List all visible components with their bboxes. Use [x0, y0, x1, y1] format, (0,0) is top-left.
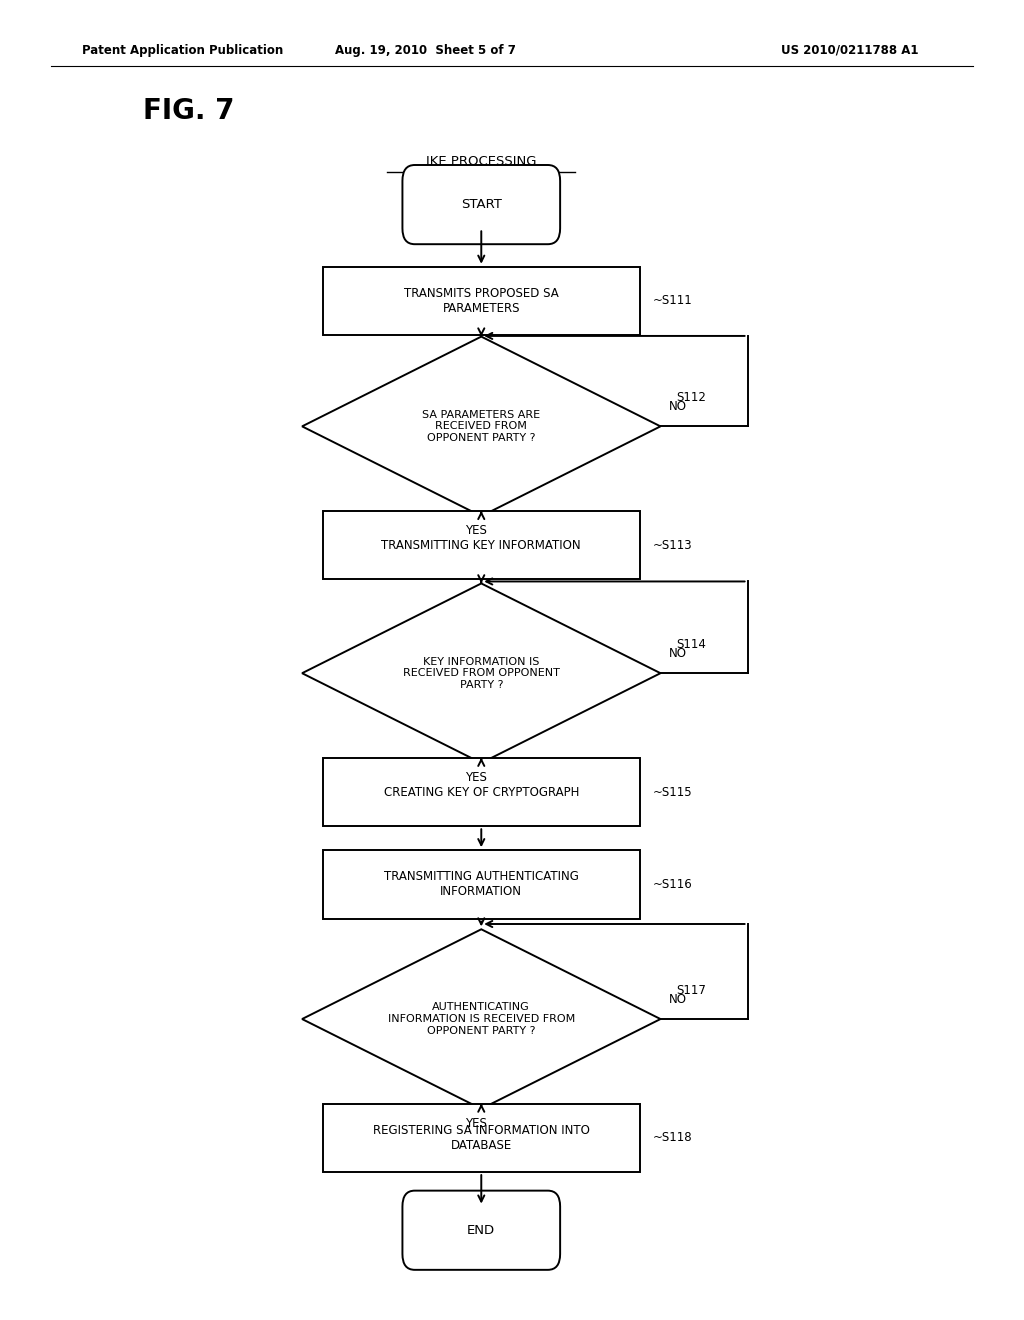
Text: TRANSMITS PROPOSED SA
PARAMETERS: TRANSMITS PROPOSED SA PARAMETERS — [403, 286, 559, 315]
Text: YES: YES — [465, 771, 487, 784]
Text: CREATING KEY OF CRYPTOGRAPH: CREATING KEY OF CRYPTOGRAPH — [384, 785, 579, 799]
Text: YES: YES — [465, 524, 487, 537]
Text: KEY INFORMATION IS
RECEIVED FROM OPPONENT
PARTY ?: KEY INFORMATION IS RECEIVED FROM OPPONEN… — [402, 656, 560, 690]
Text: ~S118: ~S118 — [652, 1131, 692, 1144]
Text: ~S113: ~S113 — [652, 539, 692, 552]
Text: YES: YES — [465, 1117, 487, 1130]
Polygon shape — [302, 337, 660, 516]
Bar — [323, 1104, 640, 1172]
Text: ~S111: ~S111 — [652, 294, 692, 308]
Text: END: END — [467, 1224, 496, 1237]
Bar — [323, 511, 640, 579]
Text: NO: NO — [669, 647, 687, 660]
Polygon shape — [302, 929, 660, 1109]
Text: ~S116: ~S116 — [652, 878, 692, 891]
Text: REGISTERING SA INFORMATION INTO
DATABASE: REGISTERING SA INFORMATION INTO DATABASE — [373, 1123, 590, 1152]
Text: US 2010/0211788 A1: US 2010/0211788 A1 — [781, 44, 919, 57]
Polygon shape — [302, 583, 660, 763]
Text: START: START — [461, 198, 502, 211]
Bar — [323, 758, 640, 826]
Text: S114: S114 — [676, 638, 706, 651]
Text: Patent Application Publication: Patent Application Publication — [82, 44, 284, 57]
Text: TRANSMITTING KEY INFORMATION: TRANSMITTING KEY INFORMATION — [382, 539, 581, 552]
Text: ~S115: ~S115 — [652, 785, 692, 799]
Text: NO: NO — [669, 400, 687, 413]
Text: Aug. 19, 2010  Sheet 5 of 7: Aug. 19, 2010 Sheet 5 of 7 — [335, 44, 515, 57]
Text: SA PARAMETERS ARE
RECEIVED FROM
OPPONENT PARTY ?: SA PARAMETERS ARE RECEIVED FROM OPPONENT… — [422, 409, 541, 444]
Text: S117: S117 — [676, 983, 706, 997]
Text: TRANSMITTING AUTHENTICATING
INFORMATION: TRANSMITTING AUTHENTICATING INFORMATION — [384, 870, 579, 899]
Text: S112: S112 — [676, 391, 706, 404]
FancyBboxPatch shape — [402, 1191, 560, 1270]
Text: IKE PROCESSING: IKE PROCESSING — [426, 154, 537, 168]
FancyBboxPatch shape — [402, 165, 560, 244]
Text: FIG. 7: FIG. 7 — [143, 96, 234, 125]
Bar — [323, 267, 640, 335]
Bar — [323, 850, 640, 919]
Text: NO: NO — [669, 993, 687, 1006]
Text: AUTHENTICATING
INFORMATION IS RECEIVED FROM
OPPONENT PARTY ?: AUTHENTICATING INFORMATION IS RECEIVED F… — [388, 1002, 574, 1036]
